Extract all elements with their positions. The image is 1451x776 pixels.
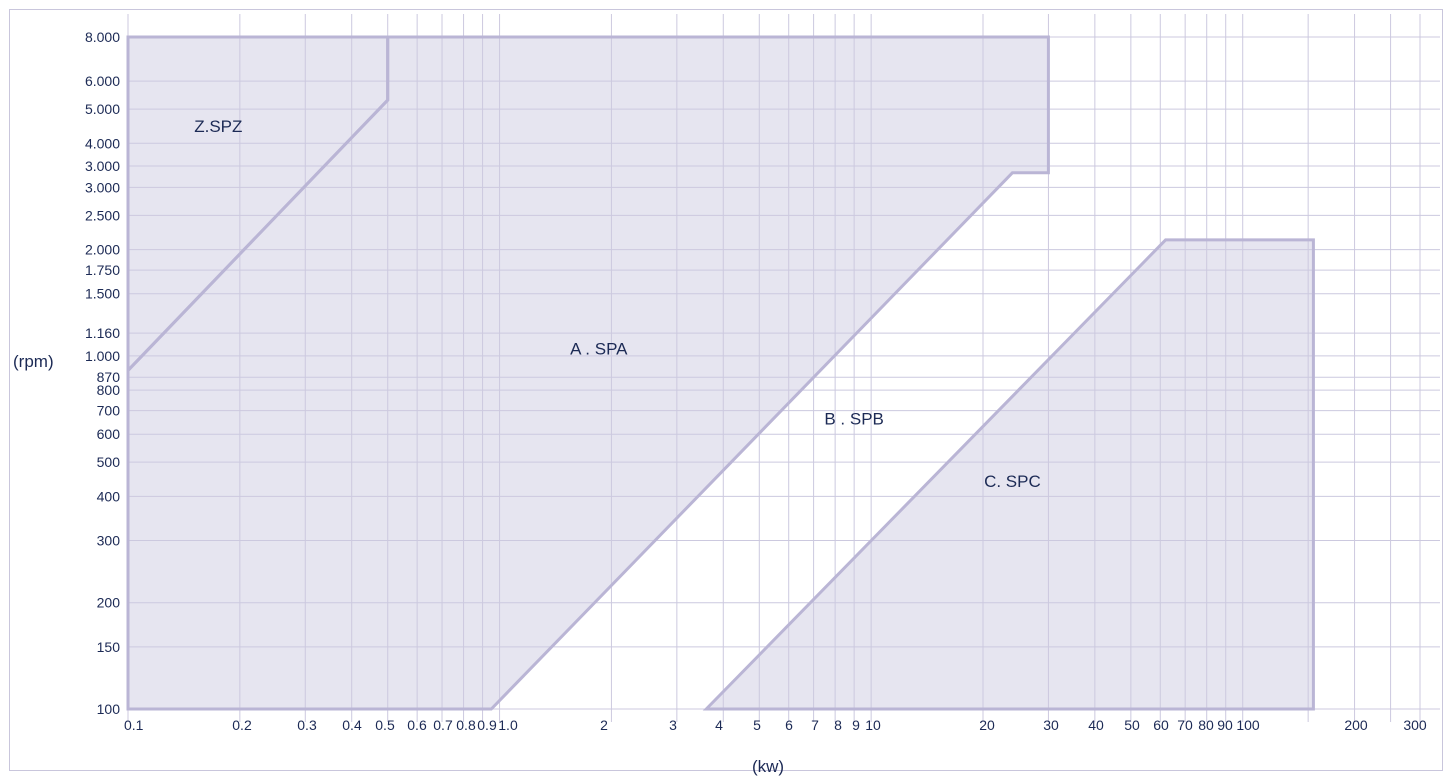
x-tick-label: 90 <box>1217 717 1233 733</box>
y-tick-label: 800 <box>97 382 121 398</box>
y-tick-label: 1.750 <box>85 262 120 278</box>
zone-label-b-spb: B . SPB <box>824 409 884 428</box>
x-tick-label: 20 <box>979 717 995 733</box>
x-tick-label: 6 <box>785 717 793 733</box>
x-tick-label: 9 <box>852 717 860 733</box>
zone-label-z-spz: Z.SPZ <box>194 117 242 136</box>
x-tick-label: 200 <box>1344 717 1368 733</box>
x-tick-label: 3 <box>669 717 677 733</box>
y-tick-label: 300 <box>97 533 121 549</box>
chart-frame <box>9 9 1443 771</box>
y-tick-label: 150 <box>97 639 121 655</box>
x-tick-label: 70 <box>1177 717 1193 733</box>
y-tick-label: 8.000 <box>85 29 120 45</box>
zone-borders <box>126 35 1315 711</box>
x-tick-label: 0.2 <box>232 717 252 733</box>
zone-labels: Z.SPZ A . SPA B . SPB C. SPC <box>194 117 1041 491</box>
x-tick-label: 0.1 <box>124 717 144 733</box>
zone-label-c-spc: C. SPC <box>984 472 1041 491</box>
y-tick-label: 2.500 <box>85 207 120 223</box>
x-tick-label: 80 <box>1198 717 1214 733</box>
y-tick-label: 1.160 <box>85 325 120 341</box>
zone-label-a-spa: A . SPA <box>570 339 628 358</box>
y-tick-label: 4.000 <box>85 135 120 151</box>
x-tick-label: 30 <box>1043 717 1059 733</box>
y-tick-label: 3.000 <box>85 179 120 195</box>
y-tick-label: 6.000 <box>85 73 120 89</box>
x-tick-label: 0.7 <box>433 717 453 733</box>
y-tick-label: 600 <box>97 426 121 442</box>
y-axis-title: (rpm) <box>13 352 54 371</box>
x-tick-label: 5 <box>753 717 761 733</box>
x-tick-label: 50 <box>1124 717 1140 733</box>
x-tick-label: 60 <box>1153 717 1169 733</box>
x-tick-label: 0.3 <box>297 717 317 733</box>
x-tick-label: 40 <box>1088 717 1104 733</box>
y-tick-label: 3.000 <box>85 158 120 174</box>
y-tick-label: 2.000 <box>85 242 120 258</box>
x-tick-label: 300 <box>1403 717 1427 733</box>
y-tick-label: 500 <box>97 454 121 470</box>
y-tick-label: 400 <box>97 488 121 504</box>
y-tick-label: 200 <box>97 595 121 611</box>
zone-a-spa-border <box>126 35 1050 711</box>
x-tick-label: 100 <box>1236 717 1260 733</box>
zone-c-spc-fill <box>706 239 1314 709</box>
x-tick-label: 1.0 <box>498 717 518 733</box>
x-tick-labels: 0.1 0.2 0.3 0.4 0.5 0.6 0.7 0.8 0.9 1.0 2 3 4 5 6 7 8 9 10… <box>124 717 1427 733</box>
x-tick-label: 0.9 <box>477 717 497 733</box>
x-tick-label: 10 <box>865 717 881 733</box>
y-tick-labels: 8.000 6.000 5.000 4.000 3.000 3.000 2.500 2.000… <box>85 29 120 717</box>
x-tick-label: 0.8 <box>456 717 476 733</box>
x-tick-label: 0.5 <box>375 717 395 733</box>
x-tick-label: 4 <box>715 717 723 733</box>
y-tick-label: 700 <box>97 403 121 419</box>
x-tick-label: 8 <box>834 717 842 733</box>
x-tick-label: 0.6 <box>407 717 427 733</box>
x-tick-label: 2 <box>600 717 608 733</box>
zone-c-spc-border <box>702 238 1315 711</box>
zone-z-spz-fill <box>128 37 388 709</box>
x-axis-title: (kw) <box>752 757 784 776</box>
y-tick-label: 100 <box>97 701 121 717</box>
y-tick-label: 1.500 <box>85 286 120 302</box>
zone-shapes <box>128 37 1314 709</box>
x-tick-label: 0.4 <box>342 717 362 733</box>
x-tick-label: 7 <box>811 717 819 733</box>
y-tick-label: 870 <box>97 369 121 385</box>
y-tick-label: 5.000 <box>85 101 120 117</box>
y-tick-label: 1.000 <box>85 348 120 364</box>
